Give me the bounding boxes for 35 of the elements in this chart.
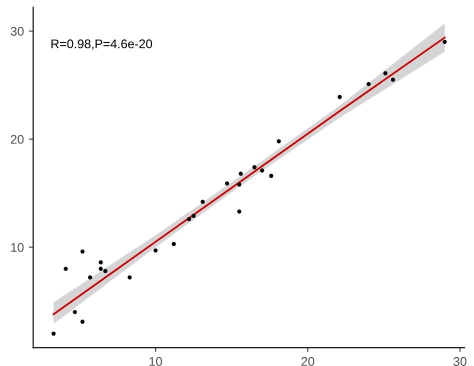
point (366, 82, 371, 86)
point (225, 181, 230, 186)
point (80, 249, 85, 254)
point (338, 94, 342, 100)
point (153, 248, 158, 253)
point (276, 139, 281, 144)
y-tick-label: 30 (10, 26, 24, 36)
point (98, 266, 103, 271)
point (237, 182, 242, 187)
point (383, 71, 388, 76)
point (442, 40, 447, 44)
x-tick-label: 20 (301, 357, 314, 366)
point (172, 242, 176, 246)
point (103, 268, 108, 274)
point (269, 174, 274, 178)
y-tick-label: 20 (10, 134, 24, 144)
y-tick-label: 10 (11, 243, 24, 252)
point (237, 209, 242, 214)
annotation: R=0.98,P=4.6e-20 (51, 39, 152, 50)
point (390, 78, 396, 82)
point (186, 217, 192, 222)
x-tick-label: 10 (150, 357, 162, 366)
point (260, 168, 264, 173)
point (64, 266, 68, 271)
x-tick-label: 30 (453, 357, 466, 366)
point (51, 332, 56, 336)
point (88, 275, 92, 280)
point (72, 310, 77, 314)
point (80, 320, 85, 324)
point (98, 260, 103, 264)
point (200, 200, 205, 204)
point (192, 214, 196, 218)
point (128, 275, 132, 280)
point (238, 172, 243, 176)
point (252, 165, 257, 170)
